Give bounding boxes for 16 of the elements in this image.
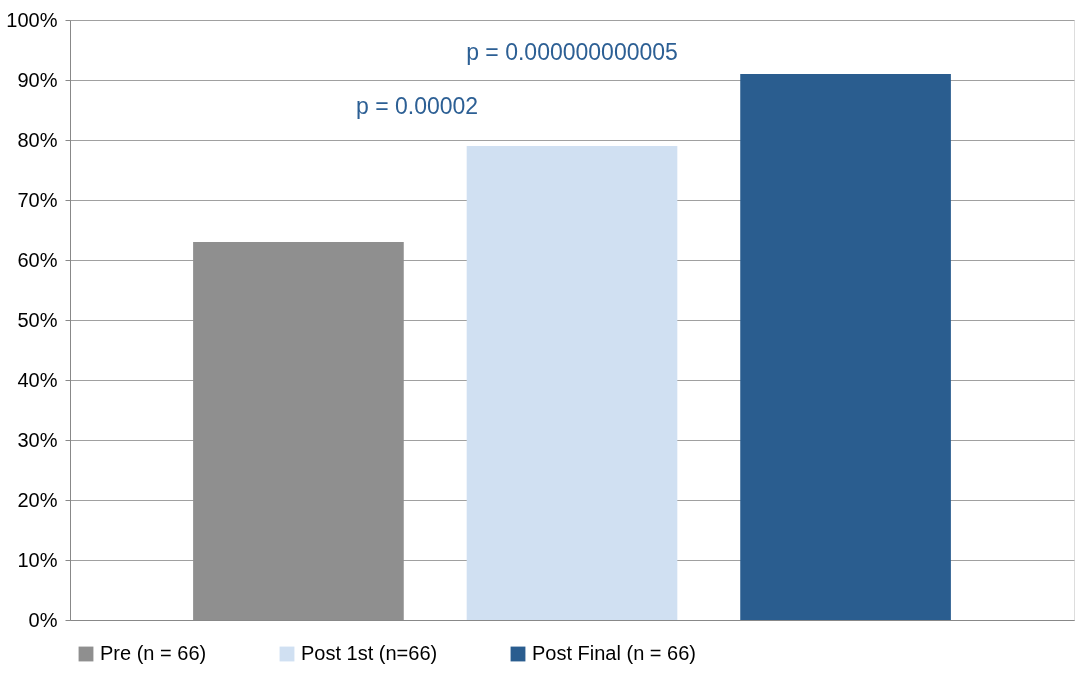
y-tick-label: 80% <box>17 128 58 151</box>
y-tick-label: 100% <box>6 8 58 31</box>
y-tick-label: 20% <box>17 488 58 511</box>
legend-label: Post 1st (n=66) <box>301 642 438 664</box>
legend-label: Post Final (n = 66) <box>532 642 696 664</box>
legend-label: Pre (n = 66) <box>100 642 207 664</box>
y-tick-label: 40% <box>17 368 58 391</box>
y-tick-label: 50% <box>17 308 58 331</box>
y-tick-label: 70% <box>17 188 58 211</box>
y-tick-label: 60% <box>17 248 58 271</box>
annotation: p = 0.00002 <box>355 93 479 119</box>
y-tick-label: 0% <box>28 608 58 631</box>
y-tick-label: 10% <box>17 548 58 571</box>
annotation: p = 0.000000000005 <box>466 39 678 65</box>
y-tick-label: 30% <box>17 428 58 451</box>
y-tick-label: 90% <box>17 68 58 91</box>
